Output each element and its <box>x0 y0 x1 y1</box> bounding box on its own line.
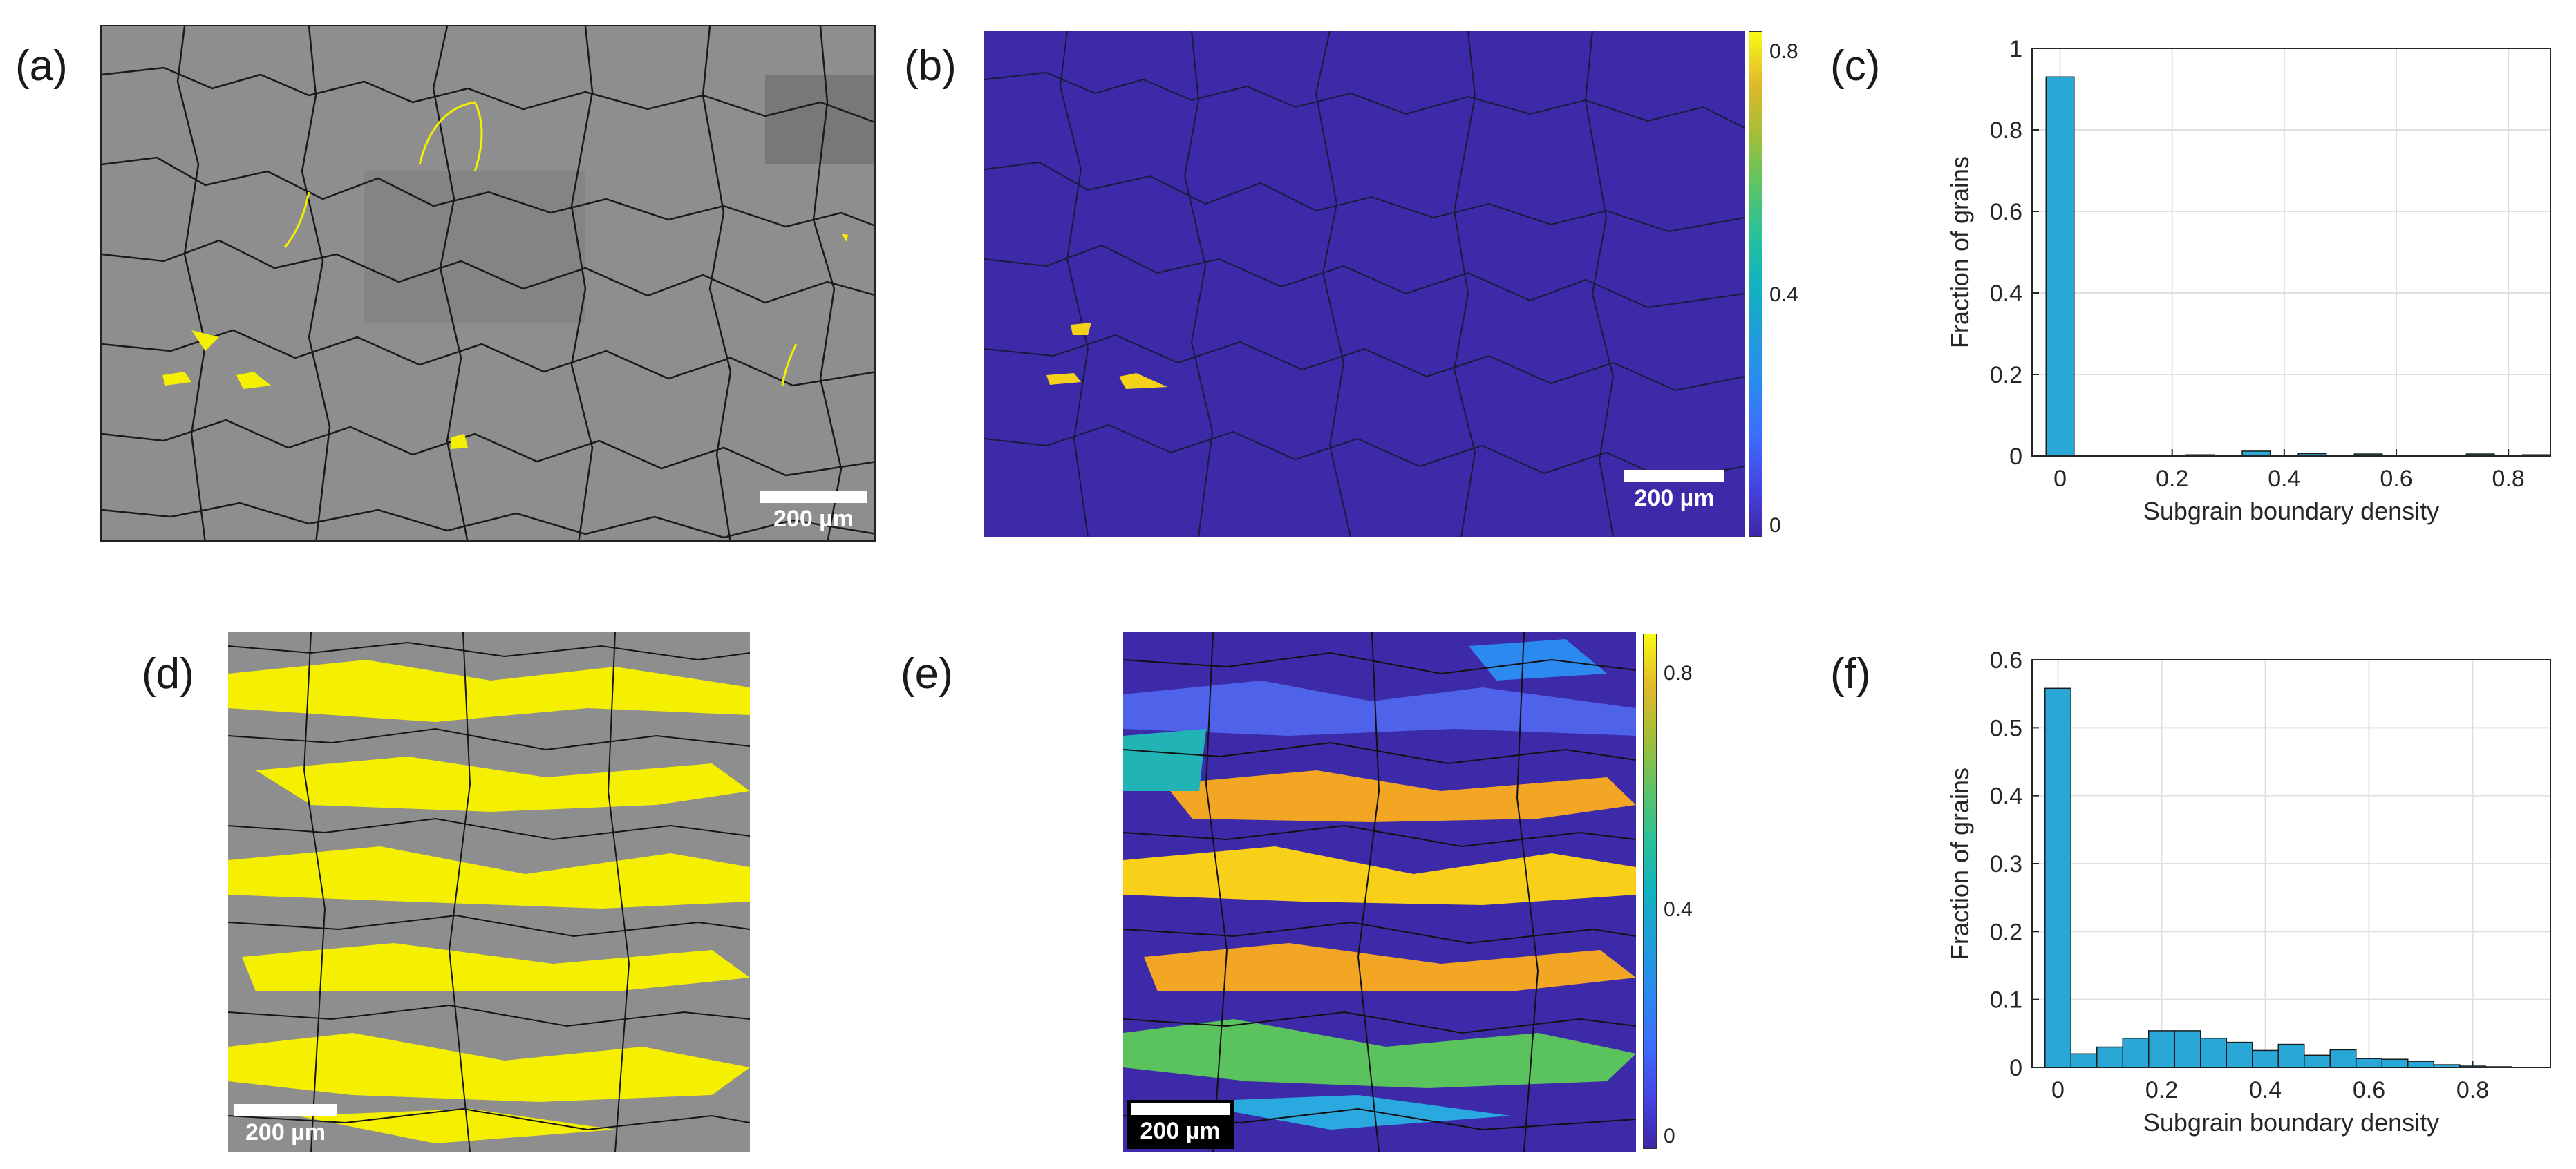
histogram-bar <box>2241 450 2271 457</box>
x-tick-label: 0 <box>2053 466 2067 492</box>
y-tick-label: 0.2 <box>1990 919 2022 945</box>
scale-bar-d: 200 µm <box>234 1104 337 1146</box>
plot-frame <box>2031 48 2551 457</box>
y-tick-label: 0.1 <box>1990 987 2022 1014</box>
histogram-bar <box>2356 1058 2382 1068</box>
y-tick-label: 0.3 <box>1990 851 2022 877</box>
plot-frame <box>2031 659 2551 1068</box>
histogram-bar <box>2122 1037 2150 1068</box>
x-tick-label: 0.6 <box>2353 1077 2385 1103</box>
colorbar-b: 0.8 0.4 0 <box>1749 31 1811 537</box>
micrograph-d <box>228 632 750 1152</box>
density-map-b <box>984 31 1745 537</box>
x-tick-label: 0 <box>2051 1077 2065 1103</box>
y-tick-label: 0.6 <box>1990 199 2022 225</box>
scale-bar-d-label: 200 µm <box>245 1119 326 1146</box>
histogram-bar <box>2277 1043 2305 1068</box>
y-tick-label: 0.6 <box>1990 647 2022 674</box>
scale-bar-b: 200 µm <box>1624 470 1724 512</box>
y-tick-label: 0.4 <box>1990 783 2022 810</box>
y-tick-label: 0.2 <box>1990 362 2022 388</box>
histogram-bar <box>2200 1037 2227 1068</box>
scale-bar-a-label: 200 µm <box>773 506 854 532</box>
scale-bar-e: 200 µm <box>1127 1100 1234 1149</box>
y-tick-label: 0 <box>2009 444 2022 470</box>
histogram-bar <box>2226 1041 2253 1068</box>
colorbar-e-gradient <box>1643 634 1657 1149</box>
colorbar-e-tick: 0 <box>1664 1125 1675 1148</box>
scale-bar-a: 200 µm <box>760 491 867 533</box>
panel-label-c: (c) <box>1830 42 1881 90</box>
y-axis-label: Fraction of grains <box>1946 768 1974 960</box>
y-tick-label: 1 <box>2009 36 2022 62</box>
y-axis-label: Fraction of grains <box>1946 156 1974 348</box>
histogram-bar <box>2174 1030 2201 1068</box>
colorbar-b-tick: 0.4 <box>1769 283 1798 306</box>
colorbar-b-tick: 0 <box>1769 514 1781 537</box>
histogram-bar <box>2096 1046 2123 1068</box>
colorbar-e: 0.8 0.4 0 <box>1643 634 1705 1149</box>
histogram-c: 0 0.2 0.4 0.6 0.8 0 0.2 0.4 0.6 0.8 1 Subgrain boun… <box>1935 21 2557 546</box>
scale-bar-b-label: 200 µm <box>1634 485 1715 511</box>
density-map-e <box>1123 632 1636 1152</box>
histogram-bar <box>2148 1030 2175 1068</box>
x-tick-label: 0.6 <box>2380 466 2412 492</box>
panel-label-e: (e) <box>901 650 953 698</box>
y-tick-label: 0.4 <box>1990 281 2022 307</box>
plot-area <box>2031 48 2551 457</box>
x-tick-label: 0.8 <box>2492 466 2525 492</box>
y-tick-label: 0 <box>2009 1055 2022 1081</box>
x-tick-label: 0.8 <box>2456 1077 2489 1103</box>
histogram-bar <box>2045 76 2075 457</box>
scale-bar-e-label: 200 µm <box>1140 1118 1221 1144</box>
histogram-bar <box>2252 1049 2279 1068</box>
x-tick-label: 0.2 <box>2156 466 2188 492</box>
histogram-bar <box>2304 1054 2331 1068</box>
x-axis-label: Subgrain boundary density <box>2143 1108 2439 1137</box>
x-tick-label: 0.2 <box>2145 1077 2178 1103</box>
histogram-bar <box>2070 1053 2098 1068</box>
x-tick-label: 0.4 <box>2268 466 2300 492</box>
x-axis-label: Subgrain boundary density <box>2143 497 2439 525</box>
colorbar-b-gradient <box>1749 31 1762 537</box>
colorbar-e-tick: 0.4 <box>1664 898 1693 921</box>
histogram-bar <box>2381 1058 2409 1068</box>
histogram-bar <box>2407 1061 2434 1068</box>
histogram-f: 0 0.2 0.4 0.6 0.8 0 0.1 0.2 0.3 0.4 0.5 0.6 Subgrain… <box>1935 632 2557 1157</box>
panel-label-a: (a) <box>15 42 68 90</box>
colorbar-b-tick: 0.8 <box>1769 40 1798 63</box>
micrograph-a <box>100 25 876 542</box>
histogram-bar <box>2329 1049 2357 1068</box>
colorbar-e-tick: 0.8 <box>1664 662 1693 685</box>
x-tick-label: 0.4 <box>2249 1077 2282 1103</box>
panel-label-f: (f) <box>1830 650 1871 698</box>
panel-label-b: (b) <box>904 42 957 90</box>
y-tick-label: 0.5 <box>1990 715 2022 741</box>
histogram-bar <box>2044 687 2071 1068</box>
y-tick-label: 0.8 <box>1990 117 2022 144</box>
panel-label-d: (d) <box>142 650 194 698</box>
